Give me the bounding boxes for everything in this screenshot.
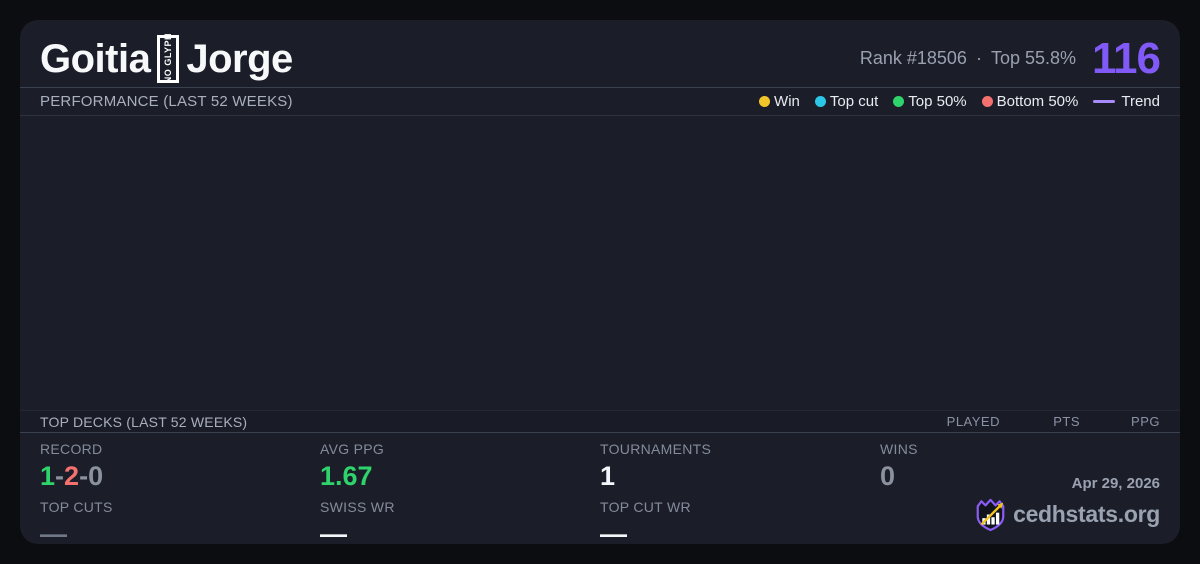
performance-title: PERFORMANCE (LAST 52 WEEKS) <box>40 93 293 110</box>
column-header-ppg: PPG <box>1131 414 1160 429</box>
date-label: Apr 29, 2026 <box>1071 475 1160 492</box>
stat-record: RECORD 1-2-0 <box>40 441 320 492</box>
stat-avg-ppg: AVG PPG 1.67 <box>320 441 600 492</box>
legend-item-top-cut: Top cut <box>814 93 879 110</box>
player-stats-card: Goitia NO GLYPH Jorge Rank #18506 · Top … <box>20 20 1180 544</box>
cedhstats-logo-icon <box>976 498 1005 532</box>
legend-item-win: Win <box>759 93 800 110</box>
rank-summary: Rank #18506 · Top 55.8% 116 <box>860 33 1161 83</box>
stat-label: TOP CUTS <box>40 499 113 515</box>
stat-swiss-wr: SWISS WR — <box>320 492 600 544</box>
missing-glyph-box: NO GLYPH <box>157 33 180 84</box>
wins-value: 0 <box>880 461 896 491</box>
stat-label: SWISS WR <box>320 499 395 515</box>
top-decks-header-row: TOP DECKS (LAST 52 WEEKS) PLAYED PTS PPG <box>20 410 1180 433</box>
record-sep: - <box>79 461 89 491</box>
legend-item-top-50: Top 50% <box>893 93 967 110</box>
performance-chart-area <box>20 116 1180 410</box>
stat-label: RECORD <box>40 441 103 457</box>
record-wins: 1 <box>40 461 56 491</box>
legend-label: Win <box>774 93 800 110</box>
stat-label: WINS <box>880 441 918 457</box>
record-draws: 0 <box>88 461 104 491</box>
legend-label: Trend <box>1121 93 1160 110</box>
stat-top-cuts: TOP CUTS — <box>40 492 320 544</box>
player-last-name: Jorge <box>186 36 293 81</box>
rank-text: Rank #18506 · Top 55.8% <box>860 48 1076 69</box>
column-header-played: PLAYED <box>946 414 1000 429</box>
record-sep: - <box>55 461 65 491</box>
top-percent: Top 55.8% <box>990 48 1077 68</box>
legend-label: Top 50% <box>908 93 967 110</box>
player-first-name: Goitia <box>40 36 151 81</box>
tournaments-value: 1 <box>600 461 616 491</box>
page-title: Goitia NO GLYPH Jorge <box>40 33 293 84</box>
legend-item-trend: Trend <box>1093 93 1160 110</box>
avg-ppg-value: 1.67 <box>320 461 373 491</box>
stat-label: TOP CUT WR <box>600 499 691 515</box>
missing-glyph-label: NO GLYPH <box>162 33 173 84</box>
win-dot-icon <box>759 96 771 107</box>
header-row: Goitia NO GLYPH Jorge Rank #18506 · Top … <box>20 20 1180 88</box>
card-footer: Apr 29, 2026 cedhstats.org <box>975 475 1160 532</box>
separator-dot: · <box>975 48 982 68</box>
stat-label: TOURNAMENTS <box>600 441 712 457</box>
top-decks-title: TOP DECKS (LAST 52 WEEKS) <box>40 413 248 430</box>
column-header-pts: PTS <box>1053 414 1080 429</box>
stat-top-cut-wr: TOP CUT WR — <box>600 492 880 544</box>
top-cuts-value: — <box>40 519 67 544</box>
brand-wordmark: cedhstats.org <box>1013 501 1160 527</box>
legend-item-bottom-50: Bottom 50% <box>981 93 1079 110</box>
bottom-50-dot-icon <box>981 96 993 107</box>
legend-label: Bottom 50% <box>996 93 1079 110</box>
stat-tournaments: TOURNAMENTS 1 <box>600 441 880 492</box>
stat-label: AVG PPG <box>320 441 385 457</box>
performance-header-row: PERFORMANCE (LAST 52 WEEKS) Win Top cut … <box>20 88 1180 116</box>
rank-number: Rank #18506 <box>859 48 967 68</box>
swiss-wr-value: — <box>320 519 347 544</box>
trend-line-icon <box>1093 100 1116 103</box>
brand-link[interactable]: cedhstats.org <box>975 497 1160 532</box>
legend-label: Top cut <box>829 93 879 110</box>
top-decks-columns: PLAYED PTS PPG <box>920 414 1160 429</box>
stats-grid: RECORD 1-2-0 AVG PPG 1.67 TOURNAMENTS 1 … <box>20 433 1180 544</box>
stat-wins: WINS 0 <box>880 441 1160 492</box>
record-losses: 2 <box>64 461 80 491</box>
top-50-dot-icon <box>893 96 905 107</box>
record-value: 1-2-0 <box>40 461 320 492</box>
top-cut-dot-icon <box>814 96 826 107</box>
chart-legend: Win Top cut Top 50% Bottom 50% Trend <box>759 93 1160 110</box>
top-cut-wr-value: — <box>600 519 627 544</box>
score-value: 116 <box>1092 33 1161 83</box>
